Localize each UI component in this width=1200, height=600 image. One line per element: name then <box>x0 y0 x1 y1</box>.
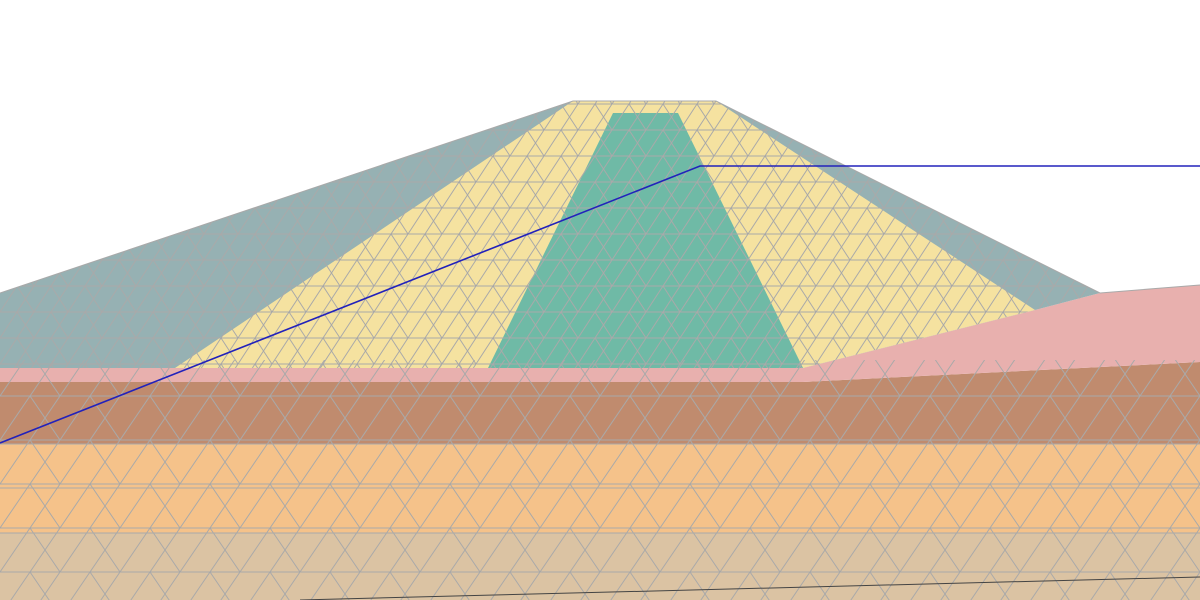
phreatic-line <box>0 165 1200 444</box>
reference-line <box>299 576 1200 600</box>
surface-outline <box>0 100 1200 294</box>
foundation-mesh <box>0 360 1200 600</box>
foundation-layer-1 <box>0 285 1200 382</box>
